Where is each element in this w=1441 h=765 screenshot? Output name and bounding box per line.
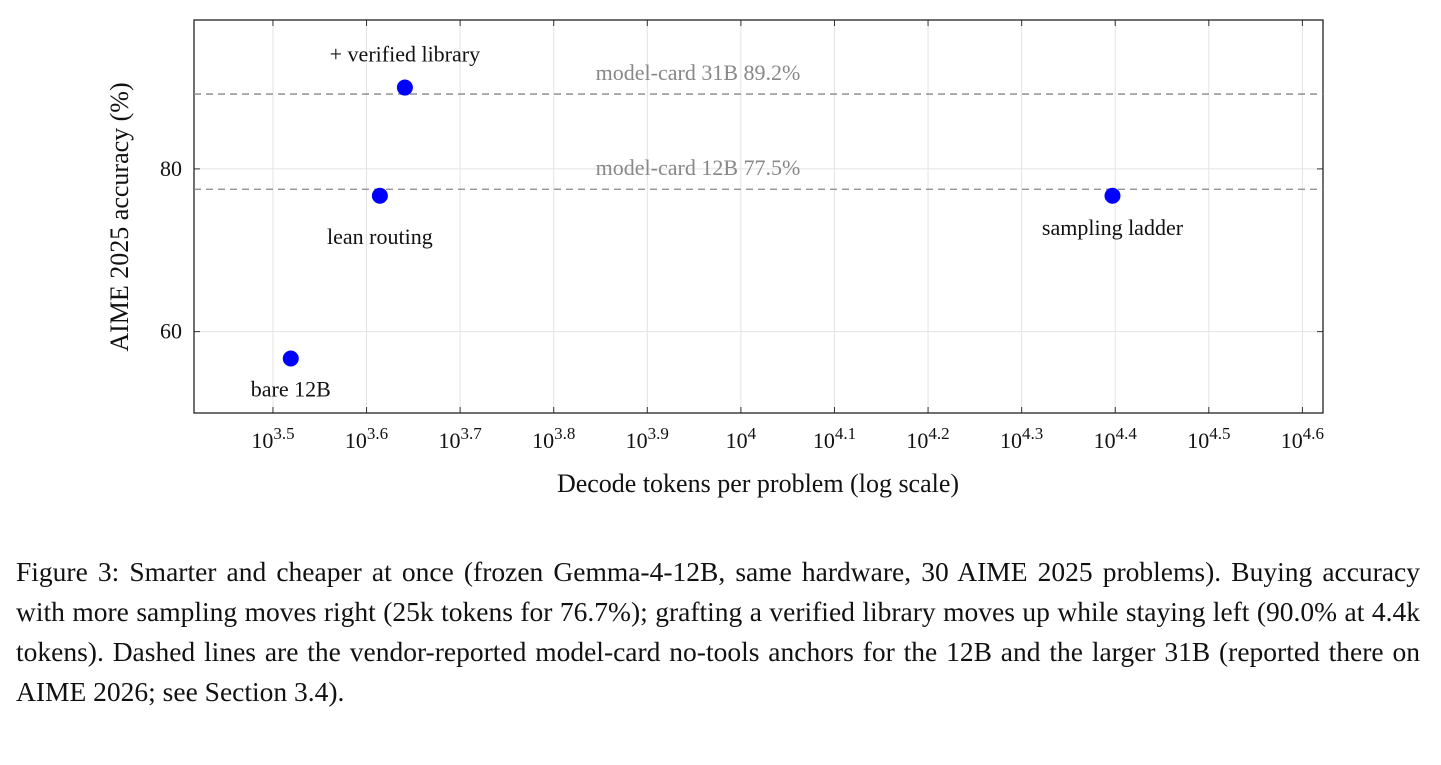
x-tick-label: 103.5 <box>251 424 294 453</box>
y-tick-label: 60 <box>160 319 182 344</box>
figure-caption: Figure 3: Smarter and cheaper at once (f… <box>16 556 1420 707</box>
data-point <box>1104 187 1121 204</box>
data-point <box>371 187 388 204</box>
x-tick-label: 104.1 <box>813 424 856 453</box>
x-tick-label: 103.6 <box>345 424 388 453</box>
reference-label: model-card 31B 89.2% <box>596 60 801 85</box>
point-label: lean routing <box>327 224 433 249</box>
chart: Decode tokens per problem (log scale) AI… <box>105 19 1324 498</box>
x-tick-label: 103.9 <box>626 424 669 453</box>
y-tick-label: 80 <box>160 156 182 181</box>
plot-frame <box>193 19 1324 414</box>
point-label: sampling ladder <box>1042 215 1184 240</box>
point-label: bare 12B <box>251 376 331 401</box>
y-axis-label: AIME 2025 accuracy (%) <box>105 82 134 351</box>
x-tick-label: 104 <box>726 424 757 453</box>
data-point <box>282 350 299 367</box>
x-tick-label: 104.5 <box>1187 424 1230 453</box>
x-tick-label: 104.2 <box>906 424 949 453</box>
data-point <box>396 79 413 96</box>
x-tick-label: 104.4 <box>1094 424 1138 453</box>
x-tick-label: 104.3 <box>1000 424 1043 453</box>
x-tick-label: 104.6 <box>1281 424 1324 453</box>
x-axis-label: Decode tokens per problem (log scale) <box>557 469 959 498</box>
reference-label: model-card 12B 77.5% <box>596 155 801 180</box>
point-label: + verified library <box>330 42 480 67</box>
x-tick-label: 103.7 <box>438 424 482 453</box>
x-tick-label: 103.8 <box>532 424 575 453</box>
